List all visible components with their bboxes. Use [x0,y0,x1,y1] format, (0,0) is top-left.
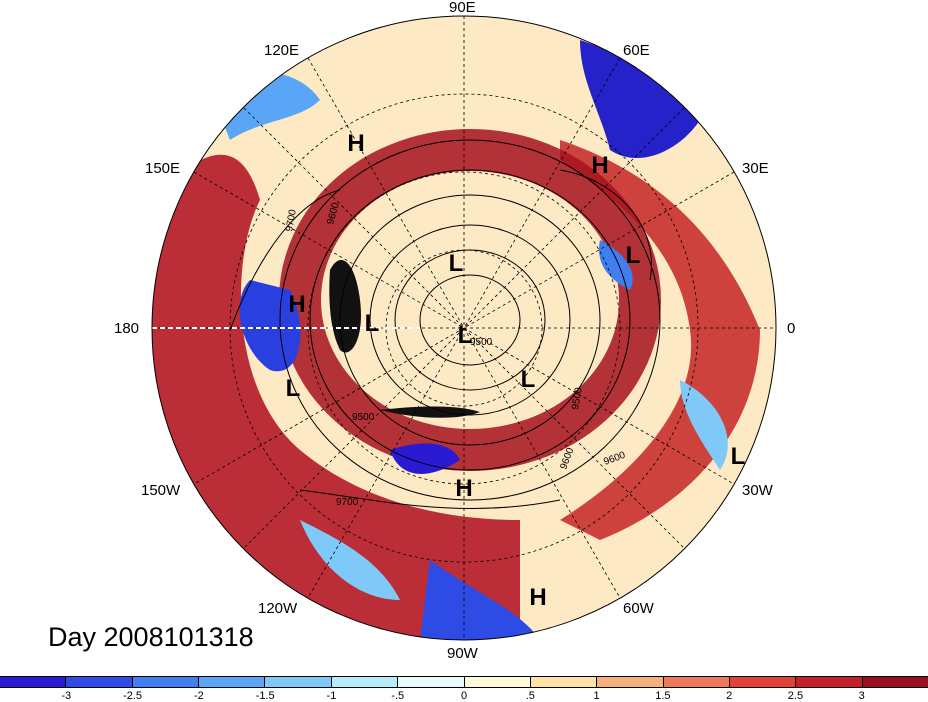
colorbar-swatch [729,677,797,687]
colorbar-swatch [331,677,399,687]
low-pressure-label: L [285,375,301,402]
colorbar-swatch [398,677,465,687]
colorbar-tick-label: 2 [726,690,733,702]
contour-label: 9500 [470,337,493,348]
colorbar-swatch [663,677,730,687]
colorbar-swatch [530,677,598,687]
colorbar-swatch [862,677,928,687]
colorbar-tick-label: -3 [61,690,72,702]
contour-label: 9700 [336,497,359,508]
low-pressure-label: L [625,242,641,269]
longitude-label: 120W [258,600,298,617]
colorbar-swatch [464,677,531,687]
colorbar-tick-label: .5 [525,690,535,702]
colorbar-swatch [265,677,332,687]
colorbar [0,676,928,688]
contour-label: 9500 [570,386,585,410]
colorbar-swatch [796,677,863,687]
high-pressure-label: H [455,475,473,502]
longitude-label: 60W [623,600,654,617]
colorbar-swatch [199,677,266,687]
low-pressure-label: L [520,366,536,393]
contour-label: 9500 [352,412,375,423]
colorbar-swatch [0,677,67,687]
colorbar-swatch [597,677,664,687]
high-pressure-label: H [347,130,365,157]
colorbar-tick-label: 3 [858,690,865,702]
colorbar-tick-label: 1 [593,690,600,702]
colorbar-tick-label: -.5 [391,690,405,702]
longitude-label: 60E [623,42,650,59]
low-pressure-label: L [448,250,464,277]
longitude-label: 90E [449,0,476,16]
high-pressure-label: H [529,584,547,611]
colorbar-tick-label: -1 [326,690,337,702]
longitude-label: 180 [114,320,140,337]
colorbar-tick-label: 2.5 [787,690,804,702]
colorbar-swatch [132,677,200,687]
high-pressure-label: H [288,291,306,318]
colorbar-tick-label: 1.5 [655,690,671,702]
colorbar-swatch [66,677,133,687]
low-pressure-label: L [364,310,380,337]
date-title: Day 2008101318 [48,622,254,652]
anomaly-field [152,16,776,640]
longitude-label: 150E [145,160,181,177]
high-pressure-label: H [591,152,609,179]
longitude-label: 30E [742,160,769,177]
colorbar-tick-label: -2.5 [123,690,143,702]
colorbar-tick-label: -1.5 [255,690,275,702]
longitude-label: 0 [787,320,796,337]
low-pressure-label: L [457,322,473,349]
longitude-label: 90W [447,645,478,662]
low-pressure-label: L [730,443,746,470]
contour-label: 9700 [284,208,299,232]
longitude-label: 120E [264,42,300,59]
longitude-label: 30W [742,482,773,499]
colorbar-tick-label: 0 [460,690,468,702]
longitude-label: 150W [141,482,181,499]
colorbar-tick-label: -2 [193,690,204,702]
